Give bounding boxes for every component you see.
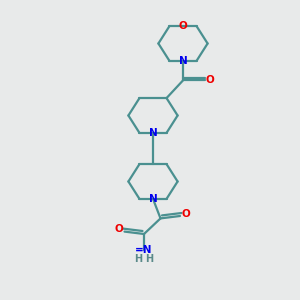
Text: O: O: [181, 208, 190, 219]
Text: N: N: [148, 194, 158, 204]
Text: O: O: [206, 75, 214, 85]
Text: H: H: [145, 254, 154, 264]
Text: N: N: [148, 128, 158, 138]
Text: N: N: [178, 56, 188, 66]
Text: O: O: [115, 224, 124, 234]
Text: H: H: [134, 254, 143, 264]
Text: =N: =N: [135, 244, 153, 255]
Text: O: O: [178, 21, 188, 31]
